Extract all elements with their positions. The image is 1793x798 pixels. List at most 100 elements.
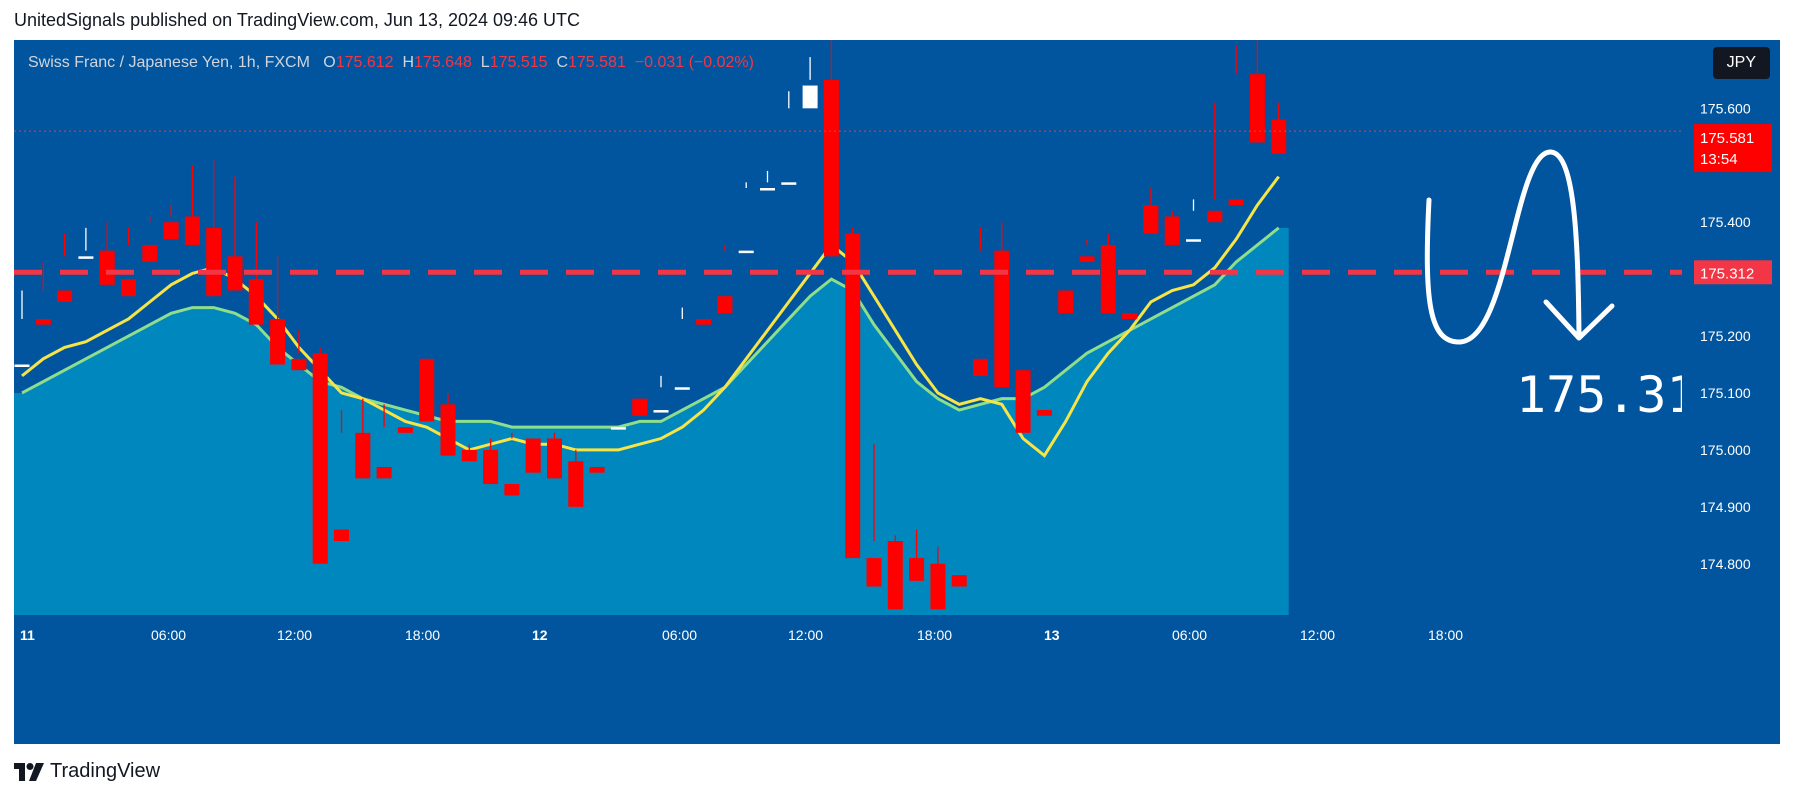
candle-bearish[interactable] — [163, 222, 179, 240]
candle-bearish[interactable] — [1079, 256, 1095, 263]
time-tick-label: 12:00 — [1300, 627, 1335, 643]
currency-button[interactable]: JPY — [1712, 47, 1770, 79]
candle-bearish[interactable] — [483, 449, 499, 485]
candle-bearish[interactable] — [248, 279, 264, 325]
candle-bearish[interactable] — [461, 449, 477, 462]
candle-bearish[interactable] — [1122, 313, 1138, 319]
candle-bearish[interactable] — [717, 296, 733, 314]
candle-bearish[interactable] — [525, 438, 541, 473]
time-tick-label: 13 — [1044, 627, 1060, 643]
candle-bearish[interactable] — [951, 575, 967, 587]
price-tick-label: 175.400 — [1700, 214, 1751, 230]
change-value: −0.031 (−0.02%) — [634, 54, 754, 71]
candle-bearish[interactable] — [270, 318, 286, 365]
candle-bearish[interactable] — [142, 244, 158, 263]
price-tick-label: 175.000 — [1700, 442, 1751, 458]
candle-bearish[interactable] — [845, 233, 861, 559]
high-label: H — [402, 54, 415, 71]
candle-bullish[interactable] — [802, 85, 818, 109]
candle-bearish[interactable] — [184, 216, 200, 245]
ohlc-legend: Swiss Franc / Japanese Yen, 1h, FXCM O 17… — [28, 54, 754, 72]
target-label: 175.31 — [1516, 366, 1697, 424]
candlestick-chart[interactable]: 175.31 175.600175.500175.400175.200175.1… — [14, 40, 1780, 744]
candle-bullish[interactable] — [781, 182, 797, 185]
tradingview-logo-icon — [14, 762, 44, 781]
time-tick-label: 18:00 — [1428, 627, 1463, 643]
time-tick-label: 12 — [532, 627, 548, 643]
candle-bearish[interactable] — [99, 250, 115, 285]
time-tick-label: 12:00 — [788, 627, 823, 643]
candle-bearish[interactable] — [1249, 74, 1265, 143]
candle-bearish[interactable] — [291, 358, 307, 371]
candle-bearish[interactable] — [376, 466, 392, 479]
candle-bearish[interactable] — [1100, 244, 1116, 314]
candle-bearish[interactable] — [121, 279, 136, 297]
candle-bearish[interactable] — [1164, 216, 1180, 245]
candle-bearish[interactable] — [1207, 210, 1223, 223]
candle-bearish[interactable] — [206, 227, 222, 297]
candle-bearish[interactable] — [1228, 199, 1244, 206]
close-label: C — [556, 54, 568, 71]
candles-group — [14, 40, 1287, 610]
candle-bearish[interactable] — [57, 290, 73, 302]
candle-bearish[interactable] — [632, 398, 648, 416]
candle-bearish[interactable] — [866, 558, 882, 587]
candle-bearish[interactable] — [994, 250, 1010, 388]
candle-bearish[interactable] — [696, 318, 712, 325]
candle-bullish[interactable] — [653, 410, 669, 413]
candle-bearish[interactable] — [440, 404, 456, 456]
candle-bullish[interactable] — [1186, 239, 1201, 242]
candle-bullish[interactable] — [14, 364, 30, 368]
candle-bearish[interactable] — [397, 427, 413, 433]
forecast-arrow — [1424, 149, 1582, 345]
candle-bullish[interactable] — [78, 256, 94, 259]
candle-bearish[interactable] — [35, 318, 51, 325]
candle-bullish[interactable] — [674, 387, 690, 390]
level-price-value: 175.312 — [1700, 265, 1754, 282]
candle-bearish[interactable] — [504, 484, 520, 496]
high-value: 175.648 — [414, 54, 472, 71]
candle-bearish[interactable] — [419, 358, 435, 422]
chart-frame[interactable]: 175.31 175.600175.500175.400175.200175.1… — [14, 40, 1780, 744]
candle-bearish[interactable] — [547, 438, 562, 479]
candle-bullish[interactable] — [738, 250, 754, 254]
candle-bearish[interactable] — [823, 79, 839, 257]
time-tick-label: 18:00 — [405, 627, 440, 643]
candle-bullish[interactable] — [760, 188, 775, 191]
candle-bearish[interactable] — [930, 563, 946, 610]
time-tick-label: 06:00 — [662, 627, 697, 643]
candle-bearish[interactable] — [568, 461, 584, 507]
price-tick-label: 174.800 — [1700, 556, 1751, 572]
candle-bearish[interactable] — [1015, 370, 1031, 433]
candle-bearish[interactable] — [1271, 119, 1287, 154]
low-label: L — [480, 54, 490, 71]
time-tick-label: 06:00 — [1172, 627, 1207, 643]
candle-bullish[interactable] — [610, 427, 626, 430]
candle-bearish[interactable] — [973, 358, 988, 376]
candle-bearish[interactable] — [1143, 205, 1159, 234]
current-price-value: 175.581 — [1700, 130, 1754, 147]
time-axis[interactable] — [14, 700, 1682, 744]
price-tick-label: 175.100 — [1700, 385, 1751, 401]
moving-average-line — [21, 226, 1280, 429]
level-price-tag: 175.312 — [1694, 260, 1772, 285]
candle-bearish[interactable] — [1058, 290, 1074, 314]
candle-bearish[interactable] — [334, 529, 349, 541]
low-value: 175.515 — [489, 54, 548, 71]
footer-brand: TradingView — [50, 760, 161, 782]
price-tick-label: 174.900 — [1700, 499, 1751, 515]
candle-bearish[interactable] — [887, 540, 903, 610]
symbol-title[interactable]: Swiss Franc / Japanese Yen, 1h, FXCM — [28, 54, 310, 71]
open-label: O — [323, 54, 336, 71]
candle-bearish[interactable] — [312, 353, 328, 564]
time-tick-label: 12:00 — [277, 627, 312, 643]
candle-bearish[interactable] — [355, 432, 371, 479]
time-axis-ticks: 11 06:00 12:00 18:00 12 06:00 12:00 18:00 13 06:0… — [20, 627, 1463, 643]
forecast-arrowhead — [1543, 299, 1615, 341]
candle-bearish[interactable] — [227, 256, 243, 291]
candle-bearish[interactable] — [589, 466, 605, 473]
current-price-tag: 175.581 13:54 — [1694, 124, 1772, 173]
candle-countdown: 13:54 — [1700, 151, 1738, 168]
candle-bearish[interactable] — [1036, 410, 1052, 416]
candle-bearish[interactable] — [909, 558, 925, 581]
